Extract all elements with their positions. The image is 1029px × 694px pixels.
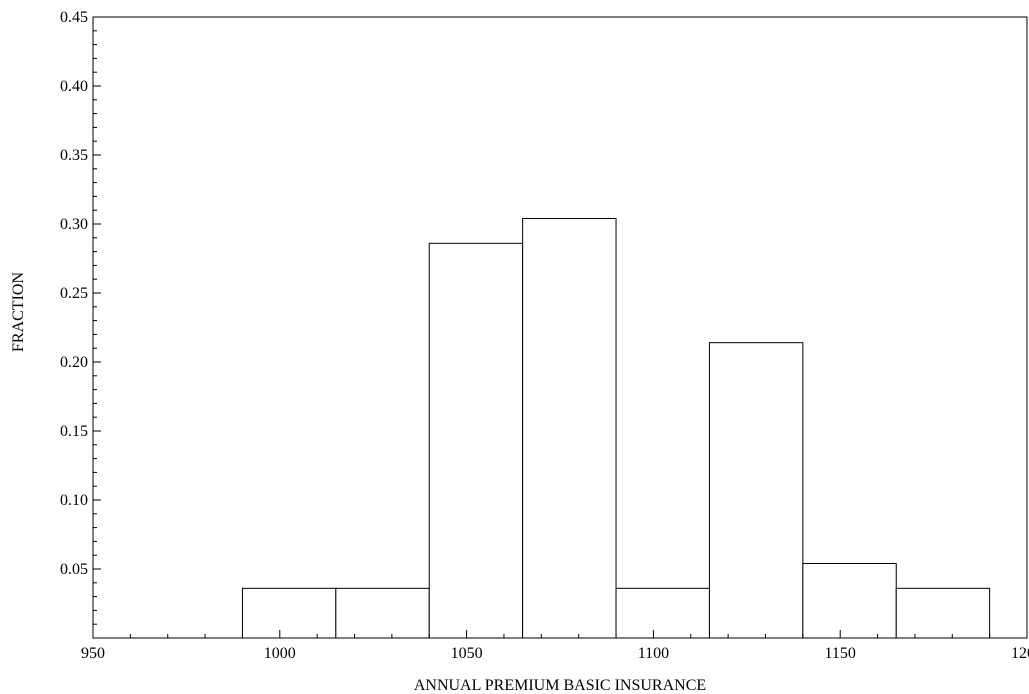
y-tick-label: 0.10 (60, 492, 88, 509)
x-tick-label: 1050 (451, 645, 483, 662)
x-tick-label: 1000 (264, 645, 296, 662)
y-tick-label: 0.25 (60, 285, 88, 302)
histogram-bar-1 (335, 587, 430, 639)
x-tick-label: 1200 (1011, 645, 1029, 662)
y-axis-ticks: 0.05 0.10 0.15 0.20 0.25 0.30 0.35 0.40 0.45 (60, 9, 101, 625)
histogram-bar-4 (615, 587, 710, 639)
histogram-bar-5 (708, 342, 804, 639)
x-tick-label: 950 (81, 645, 105, 662)
histogram-bar-6 (802, 562, 897, 639)
histogram-bar-3 (522, 217, 617, 639)
y-tick-label: 0.30 (60, 216, 88, 233)
x-tick-label: 1150 (824, 645, 855, 662)
y-tick-label: 0.35 (60, 147, 88, 164)
y-tick-label: 0.20 (60, 354, 88, 371)
histogram-bar-2 (428, 242, 524, 639)
y-tick-label: 0.40 (60, 78, 88, 95)
y-tick-label: 0.05 (60, 561, 88, 578)
bars-group (241, 217, 991, 639)
y-axis-label: FRACTION (10, 272, 27, 352)
x-axis-label: ANNUAL PREMIUM BASIC INSURANCE (414, 677, 706, 694)
x-axis-ticks: 950 1000 1050 1100 1150 1200 (81, 630, 1029, 662)
histogram-bar-7 (895, 587, 991, 639)
y-tick-label: 0.45 (60, 9, 88, 26)
x-tick-label: 1100 (638, 645, 669, 662)
y-tick-label: 0.15 (60, 423, 88, 440)
histogram-bar-0 (241, 587, 337, 639)
